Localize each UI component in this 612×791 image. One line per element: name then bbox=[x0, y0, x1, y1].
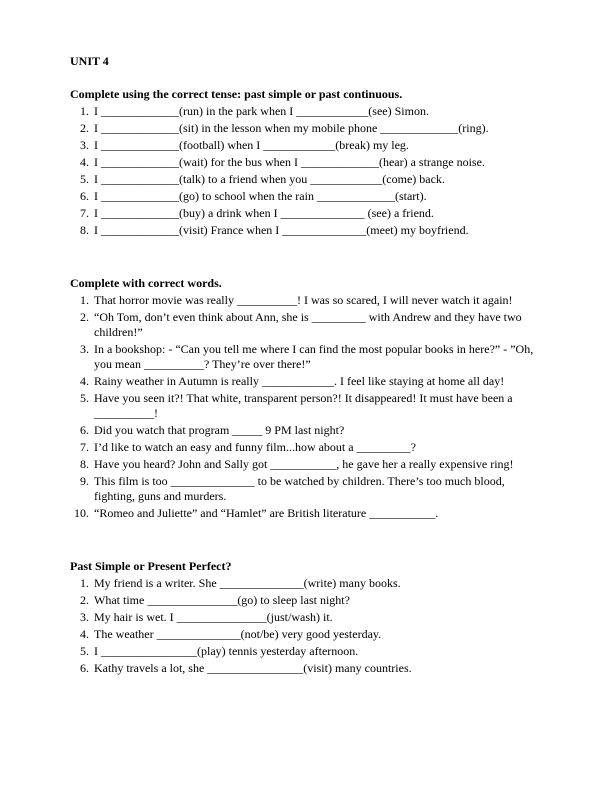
section-2-list: That horror movie was really __________!… bbox=[70, 293, 542, 523]
list-item: I _____________(sit) in the lesson when … bbox=[92, 121, 542, 138]
list-item: I _____________(football) when I _______… bbox=[92, 138, 542, 155]
unit-title: UNIT 4 bbox=[70, 54, 542, 69]
list-item: I _____________(visit) France when I ___… bbox=[92, 223, 542, 240]
list-item: Kathy travels a lot, she _______________… bbox=[92, 661, 542, 678]
list-item: Rainy weather in Autumn is really ______… bbox=[92, 374, 542, 391]
list-item: Have you heard? John and Sally got _____… bbox=[92, 457, 542, 474]
list-item: My friend is a writer. She _____________… bbox=[92, 576, 542, 593]
list-item: Have you seen it?! That white, transpare… bbox=[92, 391, 542, 423]
list-item: The weather ______________(not/be) very … bbox=[92, 627, 542, 644]
section-title-2: Complete with correct words. bbox=[70, 276, 542, 291]
list-item: In a bookshop: - “Can you tell me where … bbox=[92, 342, 542, 374]
list-item: “Romeo and Juliette” and “Hamlet” are Br… bbox=[92, 506, 542, 523]
list-item: My hair is wet. I _______________(just/w… bbox=[92, 610, 542, 627]
worksheet-page: UNIT 4 Complete using the correct tense:… bbox=[0, 0, 612, 718]
list-item: “Oh Tom, don’t even think about Ann, she… bbox=[92, 310, 542, 342]
list-item: I _____________(go) to school when the r… bbox=[92, 189, 542, 206]
list-item: I _____________(run) in the park when I … bbox=[92, 104, 542, 121]
list-item: I ________________(play) tennis yesterda… bbox=[92, 644, 542, 661]
section-3-list: My friend is a writer. She _____________… bbox=[70, 576, 542, 678]
list-item: I _____________(talk) to a friend when y… bbox=[92, 172, 542, 189]
list-item: I’d like to watch an easy and funny film… bbox=[92, 440, 542, 457]
list-item: Did you watch that program _____ 9 PM la… bbox=[92, 423, 542, 440]
list-item: I _____________(wait) for the bus when I… bbox=[92, 155, 542, 172]
list-item: I _____________(buy) a drink when I ____… bbox=[92, 206, 542, 223]
list-item: What time _______________(go) to sleep l… bbox=[92, 593, 542, 610]
list-item: That horror movie was really __________!… bbox=[92, 293, 542, 310]
section-title-1: Complete using the correct tense: past s… bbox=[70, 87, 542, 102]
list-item: This film is too ______________ to be wa… bbox=[92, 474, 542, 506]
section-title-3: Past Simple or Present Perfect? bbox=[70, 559, 542, 574]
section-1-list: I _____________(run) in the park when I … bbox=[70, 104, 542, 240]
